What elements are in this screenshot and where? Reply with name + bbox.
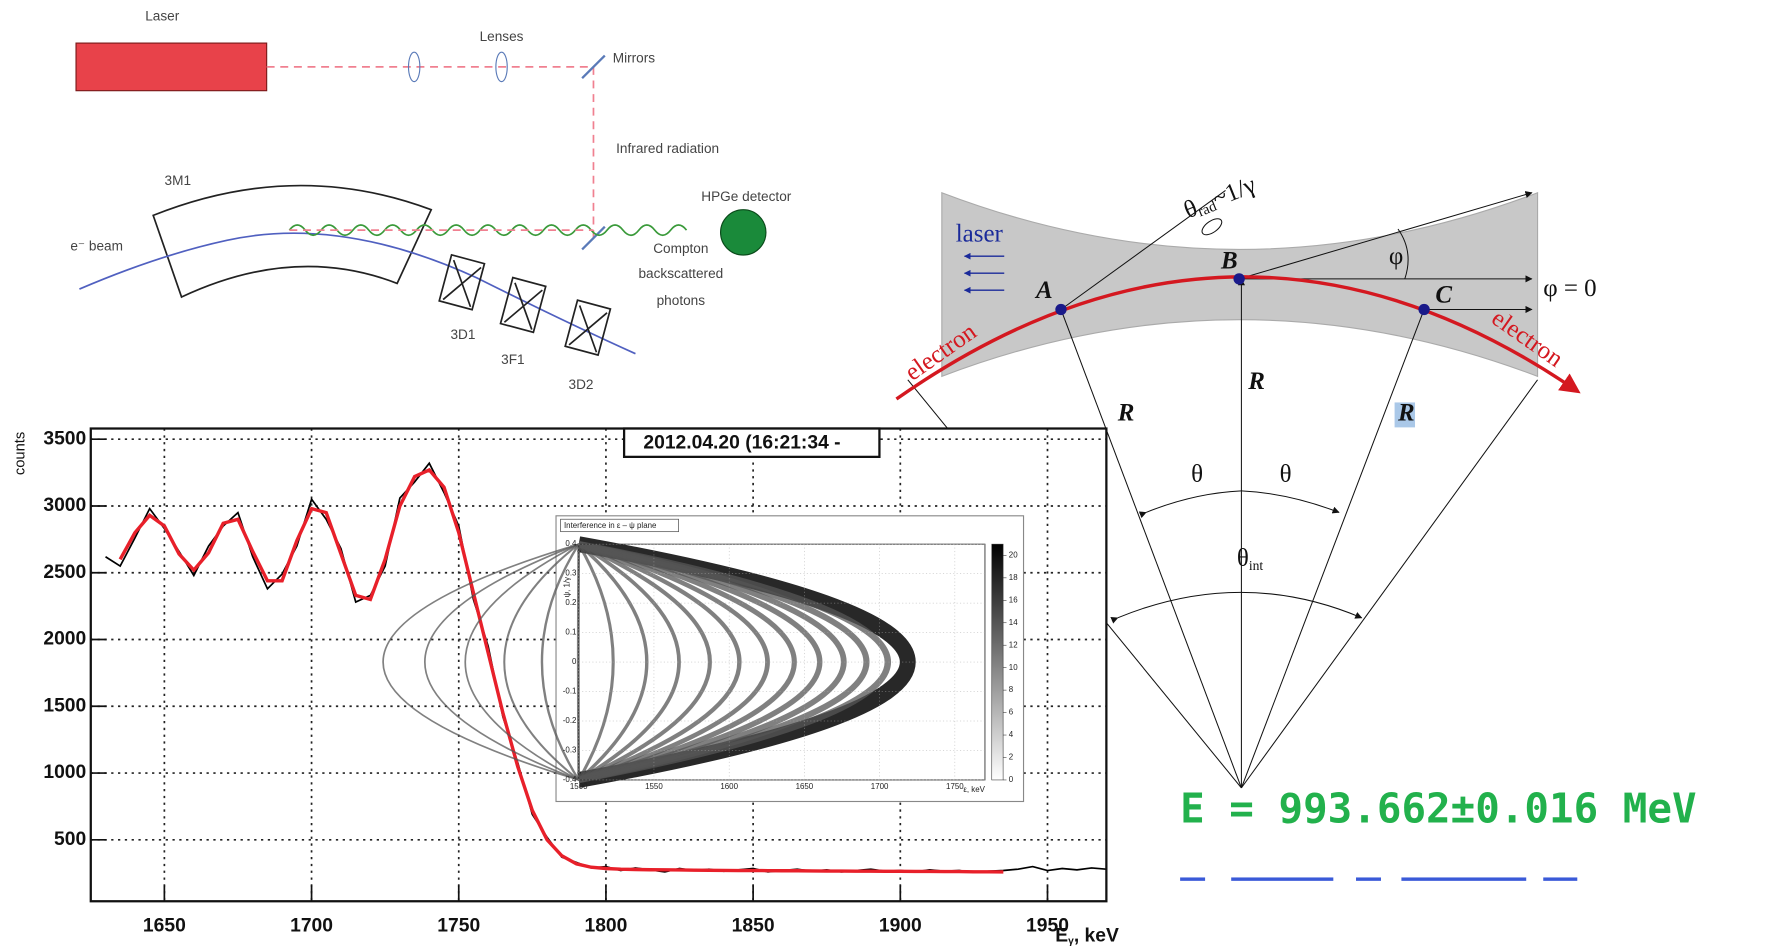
y-tick-label: 500 — [54, 829, 86, 850]
x-tick-label: 1800 — [584, 915, 627, 936]
x-tick-label: 1600 — [720, 782, 738, 791]
label: int — [1249, 558, 1264, 573]
y-tick-label: -0.1 — [563, 687, 577, 696]
label: laser — [956, 221, 1004, 248]
colorbar — [992, 544, 1003, 780]
y-tick-label: 3500 — [43, 428, 86, 449]
colorbar-tick-label: 4 — [1009, 730, 1014, 739]
laser-box — [76, 43, 267, 91]
page: Laser Lenses Mirrors Infrared radiation … — [0, 0, 1777, 950]
colorbar-tick-label: 10 — [1009, 663, 1018, 672]
colorbar-tick-label: 20 — [1009, 550, 1018, 559]
x-axis-label: , keV — [1074, 925, 1119, 946]
y-tick-label: 2500 — [43, 562, 86, 583]
label: 3M1 — [165, 173, 191, 188]
label: A — [1034, 277, 1053, 304]
point — [1418, 304, 1429, 315]
x-axis-label: Eγ, keV — [1055, 925, 1119, 946]
inset-title: Interference in ε – ψ plane — [564, 521, 657, 530]
label: e⁻ beam — [70, 239, 123, 254]
y-tick-label: 0.1 — [565, 628, 577, 637]
label: θint — [1237, 545, 1264, 573]
setup-diagram: Laser Lenses Mirrors Infrared radiation … — [70, 9, 791, 392]
label: B — [1220, 248, 1238, 275]
label: Mirrors — [613, 51, 656, 66]
y-tick-label: 2000 — [43, 629, 86, 650]
x-tick-label: 1550 — [645, 782, 663, 791]
x-tick-label: 1650 — [143, 915, 186, 936]
label: Compton — [653, 241, 708, 256]
x-tick-label: 1900 — [879, 915, 922, 936]
point — [1055, 304, 1066, 315]
label: Lenses — [480, 29, 524, 44]
label: 3D2 — [568, 377, 593, 392]
x-tick-label: 1500 — [570, 782, 588, 791]
y-tick-label: 1000 — [43, 762, 86, 783]
colorbar-tick-label: 8 — [1009, 685, 1014, 694]
label: C — [1435, 282, 1452, 309]
colorbar-tick-label: 18 — [1009, 573, 1018, 582]
label: R — [1247, 368, 1265, 395]
point — [1233, 273, 1244, 284]
label: photons — [657, 293, 706, 308]
y-tick-label: -0.2 — [563, 716, 577, 725]
plot-area — [579, 544, 985, 780]
colorbar-tick-label: 12 — [1009, 640, 1018, 649]
label: θ — [1237, 545, 1249, 572]
y-tick-label: -0.3 — [563, 746, 577, 755]
y-tick-label: 0.4 — [565, 539, 577, 548]
label: θ — [1280, 461, 1292, 488]
label: ~1/γ — [1209, 171, 1260, 212]
label: φ — [1389, 243, 1403, 270]
label: Infrared radiation — [616, 141, 719, 156]
label: φ = 0 — [1543, 275, 1596, 302]
label: θ — [1191, 461, 1203, 488]
x-tick-label: 1750 — [946, 782, 964, 791]
label: HPGe detector — [701, 189, 792, 204]
colorbar-tick-label: 6 — [1009, 708, 1014, 717]
x-tick-label: 1650 — [796, 782, 814, 791]
colorbar-tick-label: 14 — [1009, 618, 1018, 627]
y-axis-label: counts — [12, 432, 28, 475]
y-axis-label: ψ, 1/γ — [562, 577, 571, 598]
x-tick-label: 1700 — [871, 782, 889, 791]
y-tick-label: 0 — [572, 657, 577, 666]
colorbar-tick-label: 0 — [1009, 775, 1014, 784]
colorbar-tick-label: 2 — [1009, 753, 1013, 762]
label: R — [1117, 400, 1135, 427]
x-tick-label: 1700 — [290, 915, 333, 936]
dipole-magnet — [153, 186, 431, 297]
y-tick-label: 3000 — [43, 495, 86, 516]
label: R — [1397, 400, 1415, 427]
colorbar-tick-label: 16 — [1009, 595, 1018, 604]
label: 3D1 — [450, 327, 475, 342]
x-axis-label: E — [1055, 925, 1068, 946]
x-tick-label: 1750 — [437, 915, 480, 936]
detector — [721, 210, 766, 255]
cropped-text — [1180, 877, 1577, 880]
label: Laser — [145, 9, 180, 24]
label: θrad~1/γ — [1180, 171, 1260, 225]
result: E = 993.662±0.016 MeV — [1180, 785, 1696, 833]
x-axis-label: ε, keV — [963, 785, 985, 794]
y-tick-label: 1500 — [43, 695, 86, 716]
label: backscattered — [638, 266, 723, 281]
x-tick-label: 1850 — [732, 915, 775, 936]
annotation: 2012.04.20 (16:21:34 - — [643, 432, 840, 453]
label: 3F1 — [501, 352, 524, 367]
y-tick-label: 0.2 — [565, 598, 576, 607]
